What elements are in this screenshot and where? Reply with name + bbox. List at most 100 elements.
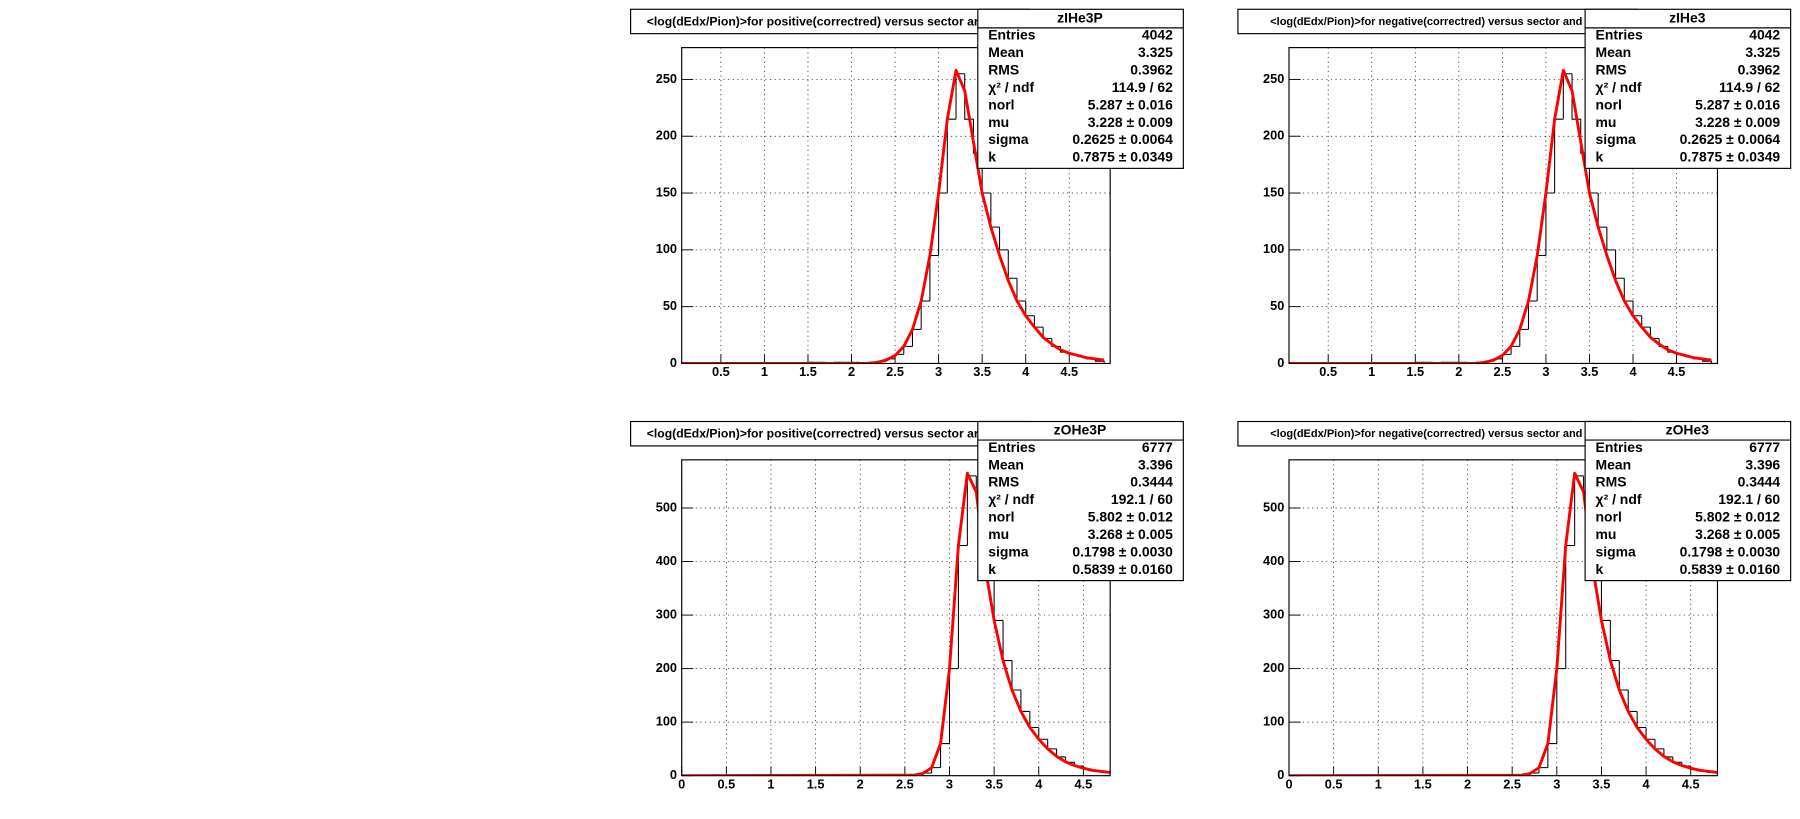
y-tick-label: 400	[1263, 553, 1284, 568]
x-tick-label: 1.5	[799, 364, 817, 379]
stats-name: zOHe3P	[1054, 421, 1107, 437]
histogram	[681, 471, 1111, 776]
x-tick-label: 4.5	[1060, 364, 1078, 379]
stats-value: 0.2625 ± 0.0064	[1072, 131, 1173, 147]
frame	[1288, 47, 1719, 365]
stats-box	[977, 420, 1184, 582]
stats-value: 5.802 ± 0.012	[1695, 509, 1780, 525]
x-tick-label: 2	[857, 776, 864, 791]
stats-value: 0.3962	[1738, 62, 1781, 78]
x-tick-label: 2	[1464, 776, 1471, 791]
y-tick-label: 250	[1263, 71, 1284, 86]
stats-box	[977, 8, 1184, 169]
x-tick-label: 4.5	[1668, 364, 1686, 379]
stats-label: Mean	[988, 44, 1024, 60]
stats-value: 0.7875 ± 0.0349	[1072, 149, 1173, 165]
stats-value: 5.802 ± 0.012	[1088, 509, 1173, 525]
y-tick-label: 100	[656, 714, 677, 729]
stats-value: 3.396	[1745, 456, 1780, 472]
chart-title: <log(dEdx/Pion)>for positive(correctred)…	[647, 14, 1015, 28]
stats-label: norl	[1596, 96, 1622, 112]
stats-value: 6777	[1142, 439, 1173, 455]
x-tick-label: 2.5	[1503, 776, 1521, 791]
x-tick-label: 0.5	[712, 364, 730, 379]
x-tick-label: 0.5	[1325, 776, 1343, 791]
x-tick-label: 3.5	[1593, 776, 1611, 791]
stats-value: 114.9 / 62	[1719, 79, 1780, 95]
stats-label: k	[1596, 561, 1604, 577]
y-tick-label: 100	[1263, 714, 1284, 729]
stats-label: mu	[988, 526, 1009, 542]
y-tick-label: 200	[1263, 660, 1284, 675]
stats-value: 0.5839 ± 0.0160	[1680, 561, 1781, 577]
x-tick-label: 2	[848, 364, 855, 379]
stats-name: zIHe3	[1669, 9, 1706, 25]
x-tick-label: 3	[946, 776, 953, 791]
stats-value: 0.1798 ± 0.0030	[1680, 543, 1781, 559]
y-tick-label: 0	[670, 355, 677, 370]
frame	[1288, 459, 1719, 777]
x-tick-label: 1	[767, 776, 774, 791]
frame	[681, 459, 1111, 777]
y-tick-label: 200	[1263, 128, 1284, 143]
stats-label: sigma	[988, 131, 1028, 147]
stats-label: RMS	[1596, 62, 1627, 78]
x-tick-label: 3.5	[1581, 364, 1599, 379]
stats-label: k	[988, 149, 996, 165]
stats-value: 3.396	[1138, 456, 1173, 472]
y-tick-label: 0	[1277, 355, 1284, 370]
stats-value: 3.228 ± 0.009	[1695, 114, 1780, 130]
y-tick-label: 100	[1263, 241, 1284, 256]
y-tick-label: 200	[656, 660, 677, 675]
title-box	[1237, 420, 1638, 447]
x-tick-label: 4	[1035, 776, 1043, 791]
stats-label: Mean	[988, 456, 1024, 472]
chart-title: <log(dEdx/Pion)>for positive(correctred)…	[647, 427, 1015, 441]
stats-value: 3.325	[1138, 44, 1173, 60]
y-tick-label: 50	[1270, 298, 1284, 313]
y-tick-label: 0	[1277, 767, 1284, 782]
stats-label: sigma	[1596, 131, 1636, 147]
stats-name: zOHe3	[1666, 421, 1710, 437]
y-tick-label: 50	[663, 298, 677, 313]
stats-label: RMS	[1596, 474, 1627, 490]
y-tick-label: 150	[1263, 184, 1284, 199]
y-tick-label: 150	[656, 184, 677, 199]
fit-curve	[681, 68, 1105, 364]
fit-curve	[1289, 471, 1718, 776]
stats-value: 4042	[1142, 27, 1173, 43]
stats-label: mu	[1596, 114, 1617, 130]
hist-bin	[1606, 227, 1616, 251]
histogram	[681, 68, 1105, 364]
x-tick-label: 1.5	[1414, 776, 1432, 791]
stats-value: 0.2625 ± 0.0064	[1680, 131, 1781, 147]
stats-value: 0.3962	[1130, 62, 1173, 78]
stats-label: RMS	[988, 62, 1019, 78]
stats-label: k	[988, 561, 996, 577]
stats-name: zIHe3P	[1057, 9, 1103, 25]
stats-value: 192.1 / 60	[1111, 491, 1173, 507]
stats-box	[1584, 420, 1792, 582]
x-tick-label: 1.5	[807, 776, 825, 791]
fit-curve	[1289, 68, 1712, 364]
stats-value: 0.1798 ± 0.0030	[1072, 543, 1173, 559]
x-tick-label: 4	[1643, 776, 1651, 791]
x-tick-label: 3	[935, 364, 942, 379]
x-tick-label: 2.5	[1493, 364, 1511, 379]
x-tick-label: 0	[678, 776, 685, 791]
stats-value: 4042	[1749, 27, 1780, 43]
y-tick-label: 0	[670, 767, 677, 782]
x-tick-label: 3	[1542, 364, 1549, 379]
stats-label: χ² / ndf	[988, 491, 1034, 507]
x-tick-label: 1.5	[1406, 364, 1424, 379]
stats-label: k	[1596, 149, 1604, 165]
x-tick-label: 2.5	[896, 776, 914, 791]
stats-label: Entries	[988, 439, 1035, 455]
x-tick-label: 0.5	[717, 776, 735, 791]
x-tick-label: 1	[1368, 364, 1375, 379]
stats-value: 5.287 ± 0.016	[1695, 96, 1780, 112]
stats-label: χ² / ndf	[1596, 79, 1642, 95]
stats-value: 5.287 ± 0.016	[1088, 96, 1173, 112]
stats-label: norl	[988, 96, 1014, 112]
